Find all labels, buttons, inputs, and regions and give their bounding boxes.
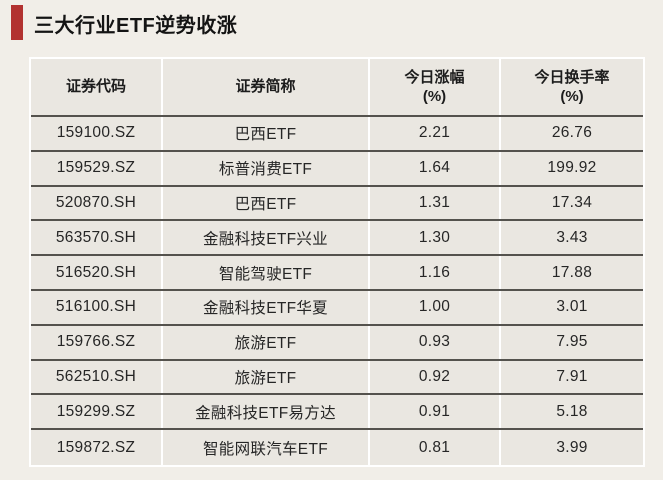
cell-turnover: 7.95 [556,333,588,351]
cell-code: 159299.SZ [31,395,163,429]
cell-code: 159529.SZ [31,151,163,185]
page-title: 三大行业ETF逆势收涨 [34,15,238,37]
cell-turnover: 3.99 [556,438,588,456]
column-header-code: 证券代码 [31,59,163,115]
table-row: 516100.SH 金融科技ETF华夏 1.00 3.01 [31,290,643,326]
cell-code: 159766.SZ [31,325,163,359]
cell-change: 0.91 [370,395,501,429]
cell-turnover: 5.18 [556,402,588,420]
cell-name: 巴西ETF [163,186,370,220]
table-row: 159766.SZ 旅游ETF 0.93 7.95 [31,325,643,361]
cell-name: 巴西ETF [163,117,370,150]
column-header-change: 今日涨幅 (%) [370,59,501,115]
table-row: 159299.SZ 金融科技ETF易方达 0.91 5.18 [31,395,643,431]
table-row: 159529.SZ 标普消费ETF 1.64 199.92 [31,151,643,187]
cell-turnover: 26.76 [551,124,593,142]
cell-change: 1.16 [370,256,501,289]
cell-name: 智能驾驶ETF [163,256,370,289]
cell-turnover: 17.34 [551,193,593,211]
cell-name: 金融科技ETF兴业 [163,221,370,255]
table-row: 562510.SH 旅游ETF 0.92 7.91 [31,360,643,396]
column-header-name: 证券简称 [163,59,370,115]
title-accent-bar [11,5,23,40]
table-row: 520870.SH 巴西ETF 1.31 17.34 [31,186,643,222]
cell-code: 520870.SH [31,186,163,220]
cell-turnover: 199.92 [547,159,597,177]
cell-name: 金融科技ETF华夏 [163,290,370,324]
cell-change: 0.92 [370,360,501,394]
column-header-code-label: 证券代码 [65,78,126,96]
table-body: 159100.SZ 巴西ETF 2.21 26.76 159529.SZ 标普消费ETF 1… [31,117,643,465]
cell-code: 159100.SZ [31,117,163,150]
cell-name: 旅游ETF [163,325,370,359]
cell-code: 562510.SH [31,360,163,394]
cell-change: 1.64 [370,151,501,185]
column-header-turnover-unit: (%) [560,88,584,105]
table-row: 159100.SZ 巴西ETF 2.21 26.76 [31,117,643,152]
cell-code: 159872.SZ [31,430,163,465]
cell-name: 金融科技ETF易方达 [163,395,370,429]
etf-table: 证券代码 证券简称 今日涨幅 (%) 今日换手率 (%) 159100.SZ 巴西… [29,57,645,467]
table-header-row: 证券代码 证券简称 今日涨幅 (%) 今日换手率 (%) [31,59,643,117]
cell-change: 2.21 [370,117,501,150]
cell-change: 0.81 [370,430,501,465]
cell-change: 1.30 [370,221,501,255]
column-header-name-label: 证券简称 [235,78,296,96]
cell-change: 0.93 [370,325,501,359]
cell-code: 563570.SH [31,221,163,255]
cell-code: 516520.SH [31,256,163,289]
table-row: 159872.SZ 智能网联汽车ETF 0.81 3.99 [31,430,643,465]
cell-code: 516100.SH [31,290,163,324]
cell-turnover: 17.88 [551,263,593,281]
cell-change: 1.00 [370,290,501,324]
column-header-turnover-label: 今日换手率 [534,68,610,86]
cell-name: 标普消费ETF [163,151,370,185]
cell-turnover: 3.43 [556,228,588,246]
cell-change: 1.31 [370,186,501,220]
page-title-row: 三大行业ETF逆势收涨 [0,0,663,46]
table-row: 516520.SH 智能驾驶ETF 1.16 17.88 [31,256,643,291]
column-header-turnover: 今日换手率 (%) [501,59,643,115]
cell-turnover: 3.01 [556,298,588,316]
column-header-change-label: 今日涨幅 [404,68,465,86]
table-row: 563570.SH 金融科技ETF兴业 1.30 3.43 [31,221,643,257]
column-header-change-unit: (%) [422,88,447,105]
cell-turnover: 7.91 [556,367,588,385]
cell-name: 智能网联汽车ETF [163,430,370,465]
cell-name: 旅游ETF [163,360,370,394]
